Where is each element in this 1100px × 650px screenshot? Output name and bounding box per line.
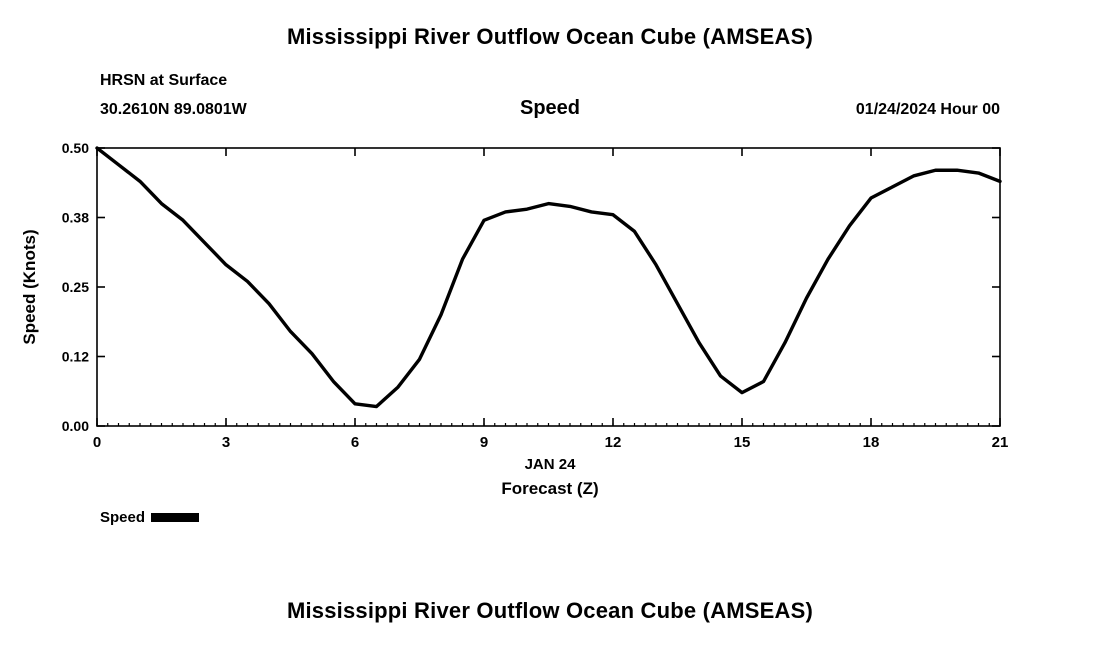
x-tick-label: 21	[992, 434, 1009, 451]
legend: Speed	[100, 509, 200, 526]
panel-title: Speed	[519, 97, 581, 119]
plot-frame	[96, 147, 1001, 427]
run-time-label: 01/24/2024 Hour 00	[855, 101, 1000, 118]
coordinates-label: 30.2610N 89.0801W	[100, 101, 247, 118]
x-tick-label: 18	[863, 434, 880, 451]
series-speed-line	[95, 146, 1002, 409]
y-tick-label: 0.25	[62, 279, 89, 295]
y-tick-label: 0.38	[62, 210, 89, 226]
station-label: HRSN at Surface	[100, 72, 228, 89]
x-tick-label: 0	[93, 434, 101, 451]
legend-line-swatch	[151, 513, 200, 522]
y-tick-label: 0.00	[62, 418, 89, 434]
y-tick-label: 0.12	[62, 349, 89, 365]
y-tick-label: 0.50	[62, 140, 89, 156]
x-tick-label: 9	[480, 434, 488, 451]
x-tick-label: 12	[605, 434, 622, 451]
x-tick-label: 15	[734, 434, 751, 451]
top-title: Mississippi River Outflow Ocean Cube (AM…	[286, 24, 814, 49]
legend-label: Speed	[100, 509, 146, 526]
x-axis-date: JAN 24	[524, 456, 576, 473]
x-tick-label: 6	[351, 434, 359, 451]
bottom-title: Mississippi River Outflow Ocean Cube (AM…	[286, 598, 814, 623]
x-axis-title: Forecast (Z)	[501, 479, 599, 498]
x-tick-label: 3	[222, 434, 230, 451]
